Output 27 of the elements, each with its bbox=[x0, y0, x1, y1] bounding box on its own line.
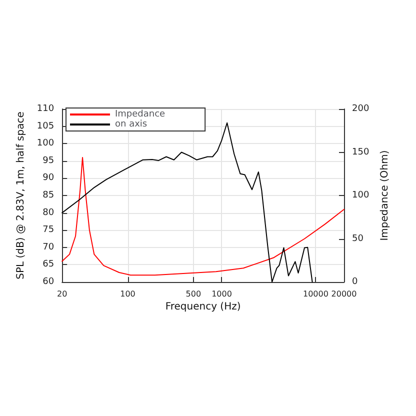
y-tick-label: 65 bbox=[42, 260, 54, 270]
y-tick-label: 60 bbox=[42, 277, 54, 287]
x-tick-label: 100 bbox=[120, 290, 136, 298]
y-tick-label: 105 bbox=[36, 121, 54, 132]
y2-tick-label: 0 bbox=[352, 277, 358, 287]
x-tick-label: 20 bbox=[56, 290, 68, 298]
y2-axis-title: Impedance (Ohm) bbox=[380, 150, 391, 241]
y-tick-label: 85 bbox=[42, 190, 54, 200]
y-tick-label: 70 bbox=[42, 242, 54, 252]
x-tick-label: 1000 bbox=[212, 290, 232, 298]
y2-tick-label: 150 bbox=[352, 147, 370, 158]
x-tick-label: 20000 bbox=[331, 290, 357, 298]
y-tick-label: 95 bbox=[42, 156, 54, 166]
y-tick-label: 75 bbox=[42, 225, 54, 236]
y-tick-label: 80 bbox=[42, 208, 54, 218]
y-tick-label: 90 bbox=[42, 173, 54, 184]
y-axis-title: SPL (dB) @ 2.83V, 1m, half space bbox=[16, 112, 26, 280]
y-tick-label: 100 bbox=[36, 138, 54, 149]
y2-tick-label: 50 bbox=[352, 234, 364, 244]
y2-tick-label: 200 bbox=[352, 104, 370, 114]
x-axis-title: Frequency (Hz) bbox=[165, 302, 241, 312]
x-tick-label: 10000 bbox=[302, 290, 328, 298]
legend-label: on axis bbox=[115, 120, 148, 130]
x-tick-label: 500 bbox=[186, 290, 202, 298]
y-tick-label: 110 bbox=[36, 104, 54, 114]
y2-tick-label: 100 bbox=[352, 190, 370, 200]
legend-label: Impedance bbox=[115, 110, 166, 120]
